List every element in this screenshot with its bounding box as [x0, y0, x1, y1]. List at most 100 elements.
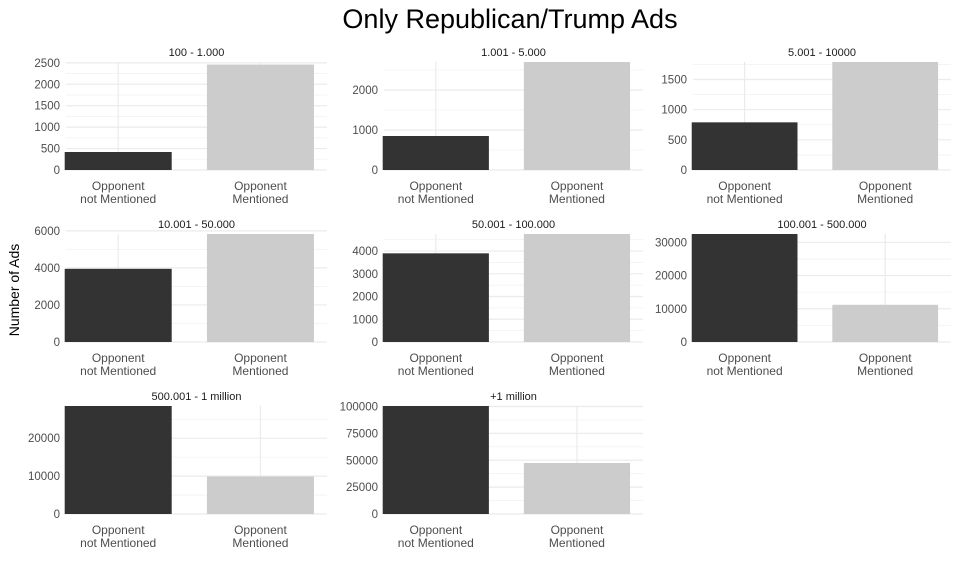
panel-strip-label: 10.001 - 50.000	[158, 219, 235, 231]
bar-opponent-mentioned	[523, 462, 631, 514]
x-tick-label-line: Opponent	[409, 523, 462, 537]
x-tick-label-line: not Mentioned	[80, 536, 156, 550]
x-tick-label-line: not Mentioned	[398, 192, 474, 206]
x-tick-label-line: Mentioned	[857, 364, 913, 378]
x-tick-label-line: not Mentioned	[80, 192, 156, 206]
x-tick-label: Opponent Mentioned	[232, 523, 288, 550]
panel-strip-label: 1.001 - 5.000	[481, 47, 546, 59]
x-tick-label: Opponent Mentioned	[549, 179, 605, 206]
y-tick-label: 0	[54, 509, 60, 521]
panel-5: 50.001 - 100.000 0 1000 2000 3000 4000 Opponen…	[352, 219, 643, 378]
y-tick-label: 1500	[661, 74, 687, 86]
y-tick-label: 20000	[655, 271, 687, 283]
x-tick-label-line: not Mentioned	[398, 364, 474, 378]
panel-6: 100.001 - 500.000 0 10000 20000 30000 Opponen…	[655, 219, 951, 378]
x-tick-label-line: Mentioned	[549, 192, 605, 206]
y-tick-label: 4000	[352, 246, 378, 258]
y-tick-label: 2000	[34, 300, 60, 312]
x-tick-label-line: not Mentioned	[398, 536, 474, 550]
x-tick-label: Opponent not Mentioned	[80, 523, 156, 550]
y-tick-label: 0	[681, 165, 687, 177]
x-tick-label-line: not Mentioned	[707, 364, 783, 378]
y-tick-label: 1000	[352, 314, 378, 326]
y-tick-label: 2000	[34, 79, 60, 91]
x-tick-label-line: Opponent	[551, 523, 604, 537]
x-tick-label-line: Opponent	[859, 179, 912, 193]
y-tick-label: 30000	[655, 237, 687, 249]
y-tick-label: 1000	[352, 125, 378, 137]
y-tick-label: 10000	[655, 304, 687, 316]
x-tick-label-line: Mentioned	[232, 536, 288, 550]
x-tick-label: Opponent not Mentioned	[707, 351, 783, 378]
y-tick-label: 2000	[352, 292, 378, 304]
y-axis-label: Number of Ads	[6, 244, 22, 337]
bar-opponent-mentioned	[206, 234, 314, 342]
bar-opponent-not-mentioned	[382, 253, 489, 342]
bar-opponent-not-mentioned	[64, 152, 172, 170]
x-tick-label-line: not Mentioned	[80, 364, 156, 378]
x-tick-label: Opponent Mentioned	[232, 351, 288, 378]
y-tick-label: 3000	[352, 269, 378, 281]
y-tick-label: 100000	[340, 402, 378, 414]
x-tick-label: Opponent Mentioned	[549, 523, 605, 550]
x-tick-label-line: Mentioned	[857, 192, 913, 206]
y-tick-label: 0	[372, 337, 378, 349]
x-tick-label-line: Opponent	[234, 179, 287, 193]
x-tick-label-line: Opponent	[718, 351, 771, 365]
panel-8: +1 million 0 25000 50000 75000 100000 Opponent…	[340, 391, 643, 550]
panel-strip-label: 50.001 - 100.000	[472, 219, 555, 231]
y-tick-label: 2500	[34, 58, 60, 70]
x-tick-label-line: Mentioned	[549, 364, 605, 378]
x-tick-label-line: Opponent	[92, 523, 145, 537]
y-tick-label: 75000	[346, 428, 378, 440]
panel-strip-label: 5.001 - 10000	[788, 47, 856, 59]
x-tick-label: Opponent Mentioned	[232, 179, 288, 206]
y-tick-label: 2000	[352, 85, 378, 97]
y-tick-label: 500	[41, 144, 60, 156]
x-tick-label-line: Opponent	[859, 351, 912, 365]
panel-strip-label: 100 - 1.000	[169, 47, 225, 59]
x-tick-label: Opponent not Mentioned	[398, 179, 474, 206]
bar-opponent-not-mentioned	[691, 234, 798, 342]
bar-opponent-not-mentioned	[64, 406, 172, 514]
bar-opponent-mentioned	[523, 62, 631, 170]
x-tick-label-line: Opponent	[409, 179, 462, 193]
x-tick-label: Opponent not Mentioned	[398, 523, 474, 550]
x-tick-label-line: Opponent	[92, 179, 145, 193]
y-tick-label: 4000	[34, 263, 60, 275]
y-tick-label: 0	[54, 165, 60, 177]
y-tick-label: 6000	[34, 226, 60, 238]
bar-opponent-mentioned	[206, 64, 314, 170]
bar-opponent-mentioned	[206, 476, 314, 514]
x-tick-label: Opponent Mentioned	[857, 179, 913, 206]
y-tick-label: 50000	[346, 455, 378, 467]
y-tick-label: 1500	[34, 101, 60, 113]
bar-opponent-not-mentioned	[382, 406, 489, 514]
bar-opponent-mentioned	[832, 304, 939, 342]
chart-title: Only Republican/Trump Ads	[342, 4, 677, 34]
x-tick-label-line: Mentioned	[232, 364, 288, 378]
x-tick-label-line: Opponent	[234, 351, 287, 365]
y-tick-label: 10000	[28, 471, 60, 483]
y-tick-label: 0	[681, 337, 687, 349]
x-tick-label: Opponent not Mentioned	[707, 179, 783, 206]
x-tick-label-line: Opponent	[551, 351, 604, 365]
y-tick-label: 0	[54, 337, 60, 349]
x-tick-label-line: Opponent	[409, 351, 462, 365]
y-tick-label: 0	[372, 509, 378, 521]
bar-opponent-mentioned	[832, 62, 939, 170]
bar-opponent-not-mentioned	[382, 136, 489, 170]
x-tick-label-line: Opponent	[234, 523, 287, 537]
bar-opponent-not-mentioned	[691, 122, 798, 170]
y-tick-label: 25000	[346, 482, 378, 494]
bar-opponent-not-mentioned	[64, 268, 172, 342]
x-tick-label-line: Opponent	[92, 351, 145, 365]
y-tick-label: 1000	[661, 105, 687, 117]
x-tick-label: Opponent Mentioned	[549, 351, 605, 378]
